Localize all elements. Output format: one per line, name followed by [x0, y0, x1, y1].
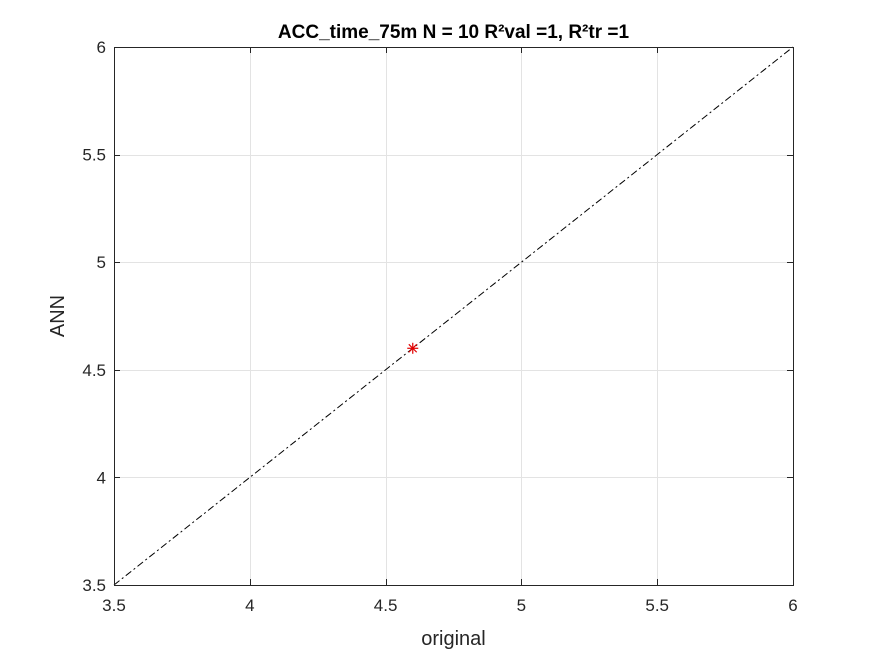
y-tick-label: 3.5 — [82, 576, 106, 595]
y-tick-labels: 3.5 4 4.5 5 5.5 6 — [82, 38, 106, 595]
y-tick-label: 4 — [97, 468, 106, 487]
reference-line — [113, 46, 794, 586]
data-point-stroke — [408, 343, 418, 353]
x-tick-label: 3.5 — [102, 596, 126, 615]
tick-marks — [114, 47, 794, 586]
grid-lines — [114, 47, 793, 585]
x-axis-label: original — [421, 628, 485, 650]
y-tick-label: 5 — [97, 253, 106, 272]
y-axis-label: ANN — [47, 295, 69, 337]
plot-frame — [114, 47, 794, 586]
x-tick-label: 4.5 — [374, 596, 398, 615]
reference-line-group — [113, 46, 794, 586]
y-tick-label: 5.5 — [82, 146, 106, 165]
x-tick-label: 6 — [788, 596, 797, 615]
data-point — [407, 342, 419, 354]
y-tick-label: 6 — [97, 38, 106, 57]
x-tick-label: 4 — [245, 596, 254, 615]
x-tick-label: 5 — [517, 596, 526, 615]
x-tick-labels: 3.5 4 4.5 5 5.5 6 — [102, 596, 798, 615]
data-points — [407, 342, 419, 354]
chart-title: ACC_time_75m N = 10 R²val =1, R²tr =1 — [278, 22, 630, 43]
x-tick-label: 5.5 — [645, 596, 669, 615]
y-tick-label: 4.5 — [82, 361, 106, 380]
